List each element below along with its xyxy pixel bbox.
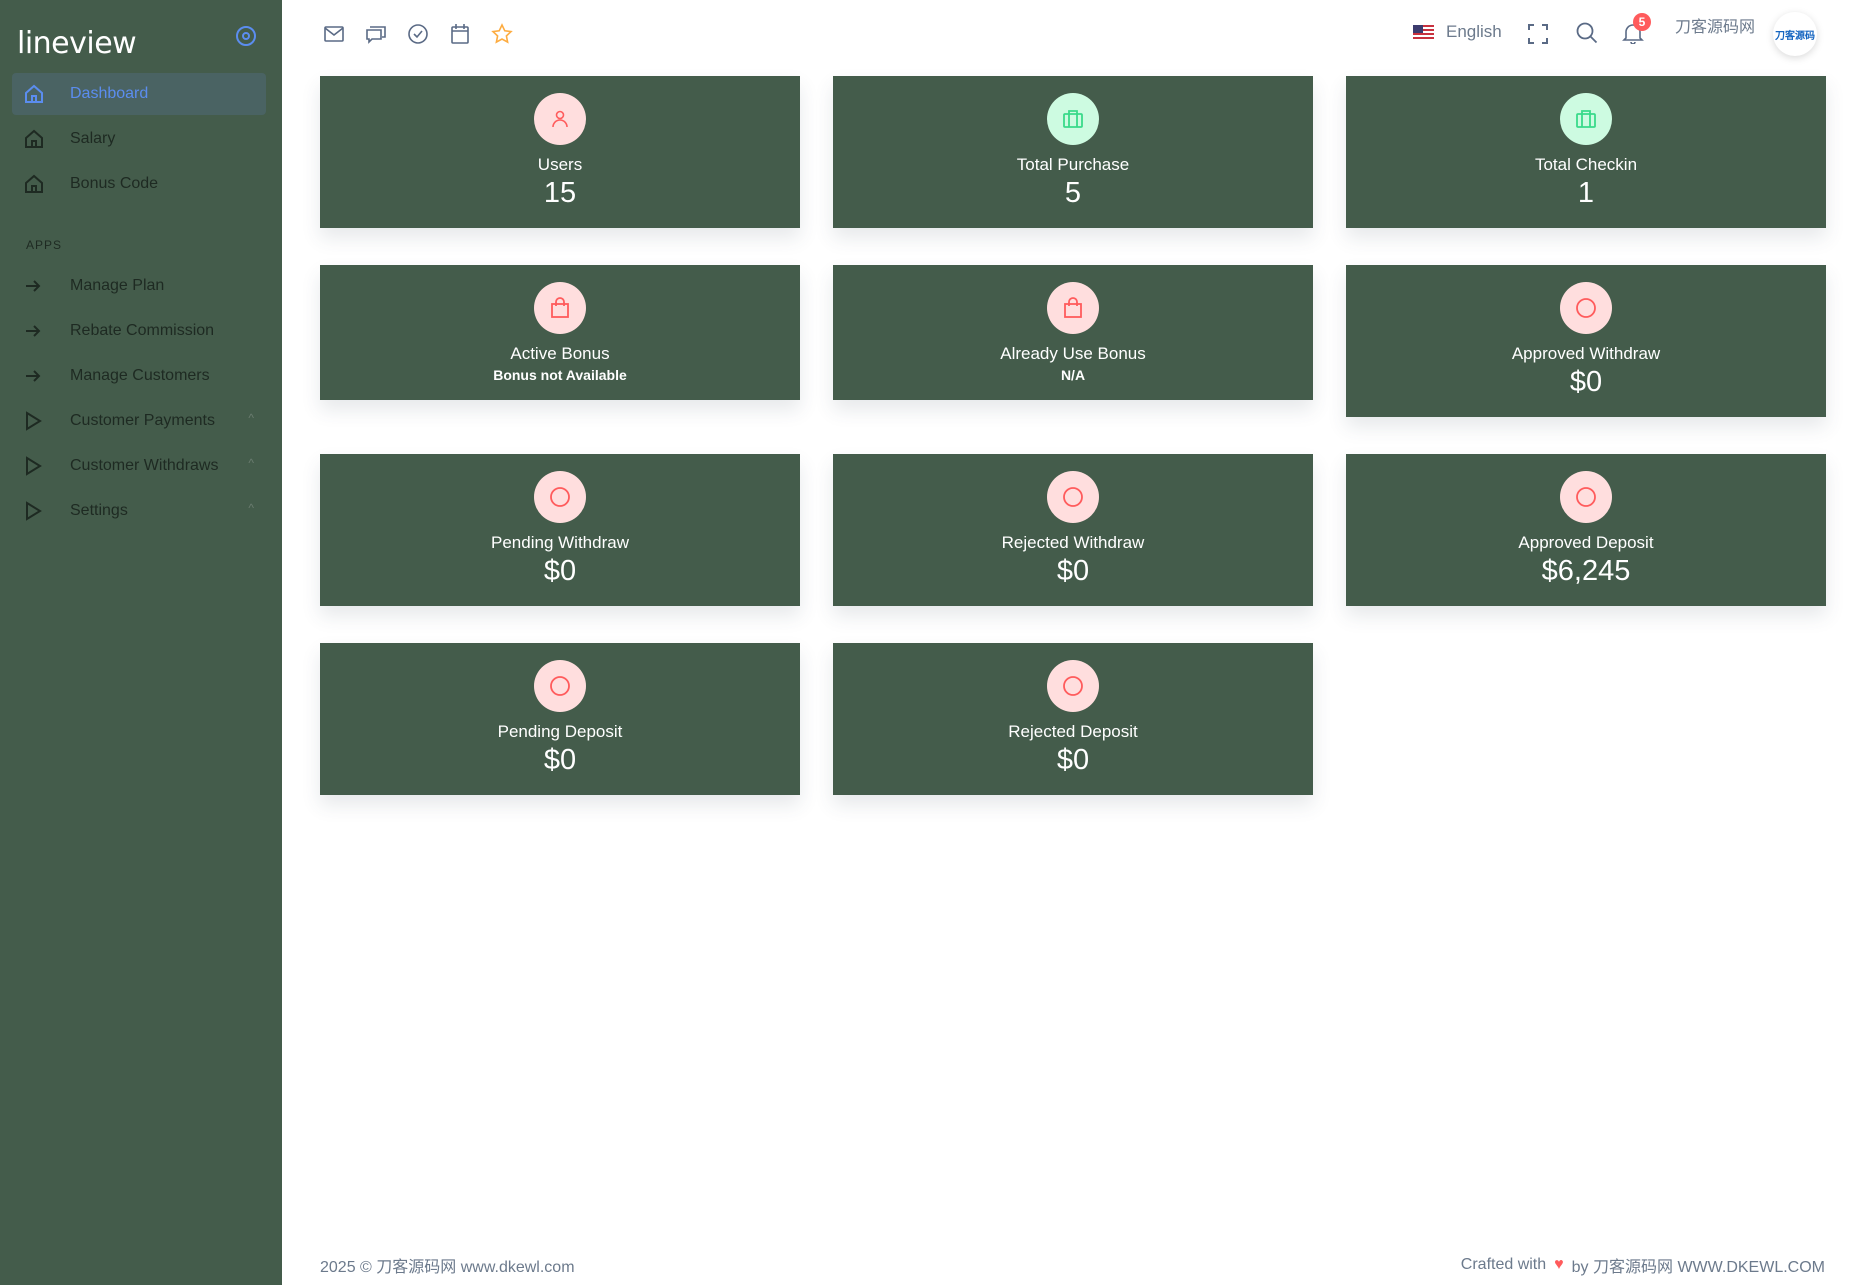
search-icon[interactable]	[1576, 22, 1598, 49]
stat-title: Already Use Bonus	[1000, 344, 1146, 363]
chevron-up-icon[interactable]: ^	[248, 456, 254, 470]
arrow-right-icon	[24, 279, 64, 293]
circle-icon	[1560, 282, 1612, 334]
stat-card-pending-withdraw[interactable]: Pending Withdraw $0	[320, 454, 800, 606]
fullscreen-icon[interactable]	[1528, 24, 1548, 49]
home-icon	[24, 84, 64, 104]
stat-card-users[interactable]: Users 15	[320, 76, 800, 228]
stat-card-rejected-withdraw[interactable]: Rejected Withdraw $0	[833, 454, 1313, 606]
stat-title: Rejected Withdraw	[1001, 533, 1145, 552]
sidebar-toggle-icon[interactable]	[236, 26, 256, 46]
sidebar-item-customer-payments[interactable]: Customer Payments ^	[12, 400, 266, 442]
stat-value: $6,245	[1541, 555, 1631, 587]
circle-icon	[534, 471, 586, 523]
circle-icon	[1047, 471, 1099, 523]
circle-icon	[1560, 471, 1612, 523]
sidebar-item-label: Salary	[70, 130, 116, 147]
sidebar-item-label: Customer Payments	[70, 412, 215, 429]
footer-crafted: Crafted with	[1460, 1256, 1547, 1273]
play-icon	[24, 411, 64, 431]
avatar-logo: 刀客源码	[1775, 30, 1815, 42]
play-icon	[24, 501, 64, 521]
calendar-icon[interactable]	[448, 22, 472, 46]
stat-title: Total Checkin	[1534, 155, 1638, 174]
stat-value: $0	[1056, 555, 1090, 587]
sidebar-item-label: Bonus Code	[70, 175, 159, 192]
sidebar-item-label: Manage Customers	[70, 367, 210, 384]
shopping-bag-icon	[534, 282, 586, 334]
shortcut-toolbar	[322, 22, 514, 46]
stat-value: $0	[1056, 744, 1090, 776]
stat-value: $0	[1569, 366, 1603, 398]
home-icon	[24, 174, 64, 194]
sidebar-item-rebate-commission[interactable]: Rebate Commission	[12, 310, 266, 352]
stat-value: 15	[543, 177, 577, 209]
avatar[interactable]: 刀客源码	[1773, 12, 1817, 56]
chevron-up-icon[interactable]: ^	[248, 411, 254, 425]
sidebar-item-settings[interactable]: Settings ^	[12, 490, 266, 532]
stat-card-total-checkin[interactable]: Total Checkin 1	[1346, 76, 1826, 228]
home-icon	[24, 129, 64, 149]
stat-title: Total Purchase	[1016, 155, 1130, 174]
sidebar-item-manage-plan[interactable]: Manage Plan	[12, 265, 266, 307]
stat-value: 5	[1064, 177, 1082, 209]
sidebar-item-label: Settings	[70, 502, 128, 519]
stat-title: Users	[537, 155, 583, 174]
chat-icon[interactable]	[364, 22, 388, 46]
shopping-bag-icon	[1047, 282, 1099, 334]
footer-copyright: 2025 © 刀客源码网 www.dkewl.com	[320, 1259, 575, 1276]
footer-credit: Crafted with ♥ by 刀客源码网 WWW.DKEWL.COM	[1461, 1253, 1825, 1277]
mail-icon[interactable]	[322, 22, 346, 46]
sidebar: lineview Dashboard Salary Bonus Code APPS …	[0, 0, 282, 1285]
notification-badge: 5	[1633, 13, 1651, 31]
sidebar-item-dashboard[interactable]: Dashboard	[12, 73, 266, 115]
chevron-up-icon[interactable]: ^	[248, 501, 254, 515]
stat-subtext: N/A	[1060, 367, 1086, 383]
circle-icon	[534, 660, 586, 712]
stat-card-total-purchase[interactable]: Total Purchase 5	[833, 76, 1313, 228]
stat-card-already-use-bonus[interactable]: Already Use Bonus N/A	[833, 265, 1313, 400]
sidebar-item-label: Manage Plan	[70, 277, 165, 294]
stat-title: Pending Deposit	[497, 722, 623, 741]
stat-title: Approved Withdraw	[1511, 344, 1661, 363]
us-flag-icon	[1413, 24, 1434, 40]
arrow-right-icon	[24, 369, 64, 383]
sidebar-item-salary[interactable]: Salary	[12, 118, 266, 160]
sidebar-item-label: Dashboard	[70, 85, 149, 102]
stat-value: $0	[543, 744, 577, 776]
footer-by[interactable]: by 刀客源码网 WWW.DKEWL.COM	[1571, 1259, 1825, 1276]
stat-subtext: Bonus not Available	[493, 367, 627, 383]
stat-card-pending-deposit[interactable]: Pending Deposit $0	[320, 643, 800, 795]
user-name[interactable]: 刀客源码网	[1675, 19, 1756, 36]
sidebar-item-label: Rebate Commission	[70, 322, 215, 339]
language-label: English	[1446, 22, 1502, 41]
brand-logo[interactable]: lineview	[17, 26, 137, 61]
stat-card-approved-withdraw[interactable]: Approved Withdraw $0	[1346, 265, 1826, 417]
stat-value: $0	[543, 555, 577, 587]
user-icon	[534, 93, 586, 145]
arrow-right-icon	[24, 324, 64, 338]
stat-title: Active Bonus	[510, 344, 610, 363]
stat-card-approved-deposit[interactable]: Approved Deposit $6,245	[1346, 454, 1826, 606]
heart-icon: ♥	[1554, 1256, 1564, 1273]
stat-title: Approved Deposit	[1518, 533, 1654, 552]
sidebar-item-manage-customers[interactable]: Manage Customers	[12, 355, 266, 397]
sidebar-item-label: Customer Withdraws	[70, 457, 219, 474]
language-selector[interactable]: English	[1413, 22, 1502, 42]
stat-title: Rejected Deposit	[1008, 722, 1138, 741]
briefcase-icon	[1560, 93, 1612, 145]
sidebar-item-customer-withdraws[interactable]: Customer Withdraws ^	[12, 445, 266, 487]
briefcase-icon	[1047, 93, 1099, 145]
check-circle-icon[interactable]	[406, 22, 430, 46]
circle-icon	[1047, 660, 1099, 712]
section-label-apps: APPS	[26, 238, 63, 252]
stat-card-active-bonus[interactable]: Active Bonus Bonus not Available	[320, 265, 800, 400]
stat-value: 1	[1577, 177, 1595, 209]
stat-title: Pending Withdraw	[491, 533, 629, 552]
star-icon[interactable]	[490, 22, 514, 46]
play-icon	[24, 456, 64, 476]
stat-card-rejected-deposit[interactable]: Rejected Deposit $0	[833, 643, 1313, 795]
sidebar-item-bonus-code[interactable]: Bonus Code	[12, 163, 266, 205]
